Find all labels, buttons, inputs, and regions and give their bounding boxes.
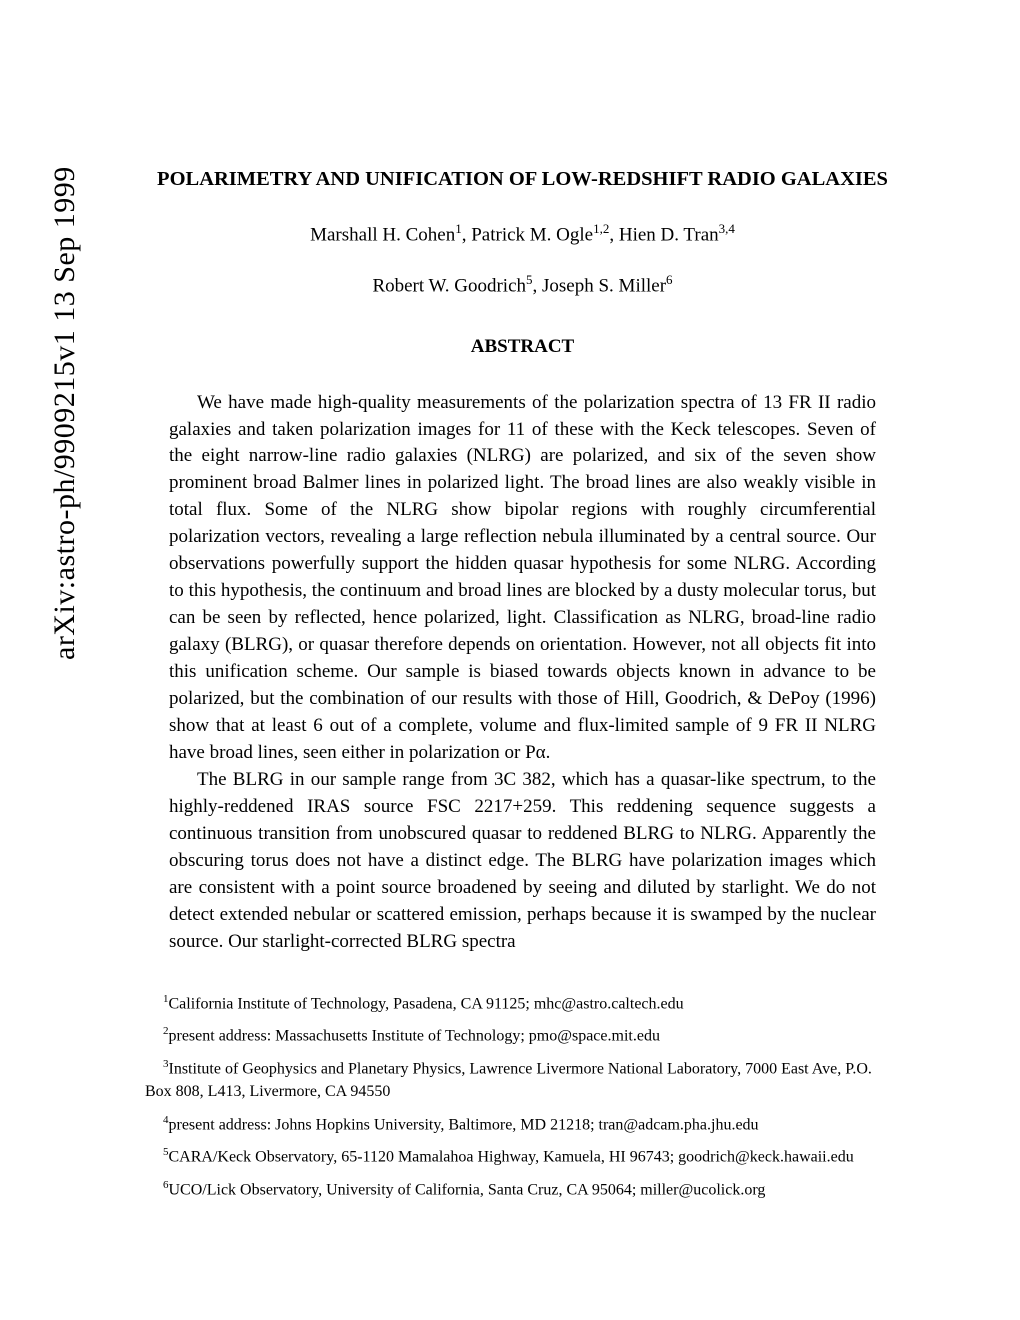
footnote-5: 5CARA/Keck Observatory, 65-1120 Mamalaho… [145, 1145, 900, 1169]
arxiv-stamp: arXiv:astro-ph/9909215v1 13 Sep 1999 [48, 166, 82, 660]
abstract-body: We have made high-quality measurements o… [145, 390, 900, 956]
footnote-2: 2present address: Massachusetts Institut… [145, 1024, 900, 1048]
paper-content: POLARIMETRY AND UNIFICATION OF LOW-REDSH… [145, 165, 900, 1210]
footnotes: 1California Institute of Technology, Pas… [145, 992, 900, 1201]
footnote-6: 6UCO/Lick Observatory, University of Cal… [145, 1178, 900, 1202]
authors-line-1: Marshall H. Cohen1, Patrick M. Ogle1,2, … [145, 220, 900, 249]
footnote-4: 4present address: Johns Hopkins Universi… [145, 1113, 900, 1137]
abstract-paragraph-1: We have made high-quality measurements o… [169, 390, 876, 768]
abstract-heading: ABSTRACT [145, 336, 900, 358]
footnote-3: 3Institute of Geophysics and Planetary P… [145, 1057, 900, 1104]
footnote-1: 1California Institute of Technology, Pas… [145, 992, 900, 1016]
authors-block: Marshall H. Cohen1, Patrick M. Ogle1,2, … [145, 220, 900, 300]
paper-title: POLARIMETRY AND UNIFICATION OF LOW-REDSH… [145, 165, 900, 194]
authors-line-2: Robert W. Goodrich5, Joseph S. Miller6 [145, 271, 900, 300]
abstract-paragraph-2: The BLRG in our sample range from 3C 382… [169, 767, 876, 956]
